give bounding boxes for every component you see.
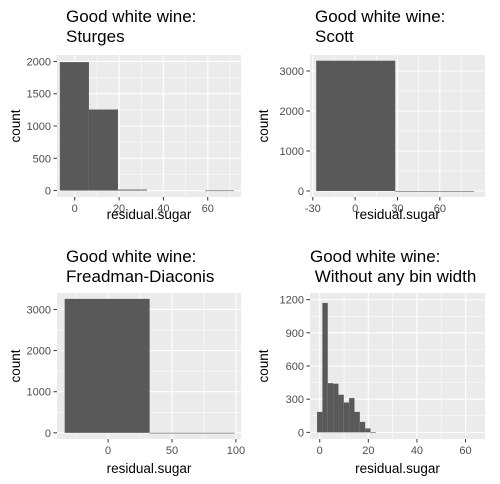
chart-4-y-axis-label: count [256,349,271,382]
chart-3-x-tick-label: 0 [105,445,111,457]
chart-1-y-tick-label: 2000 [27,56,51,68]
chart-1-y-tick-label: 0 [45,186,51,198]
chart-4-y-tick-label: 600 [286,361,304,373]
chart-4-bar-4 [333,383,339,433]
chart-4-bar-5 [338,394,344,433]
chart-1-bar-1 [59,62,89,191]
chart-3-y-axis-label: count [8,349,23,382]
chart-4-x-tick-label: 60 [459,445,471,457]
chart-1-title-line-2: Sturges [66,27,125,46]
chart-2-title-line-2: Scott [315,27,354,46]
chart-4-y-tick-label: 300 [286,394,304,406]
chart-1: 0 20 40 60 0 500 1000 1500 2000 Good white wine:S… [8,7,241,222]
chart-2-y-tick-label: 0 [298,186,304,198]
chart-2-x-tick-label: -30 [305,203,321,215]
chart-3-y-tick-label: 0 [45,428,51,440]
chart-1-x-tick-label: 20 [113,203,125,215]
chart-4-bar-10 [365,428,371,433]
chart-3-y-tick-label: 2000 [27,346,51,358]
chart-3-bar-2 [149,432,235,434]
chart-3-title-line-1: Good white wine: [66,247,196,266]
chart-4-bar-11 [370,432,376,433]
chart-2-x-tick-label: 30 [391,203,403,215]
chart-1-bar-2 [88,109,118,191]
chart-2-y-axis-label: count [256,109,271,142]
chart-2-y-tick-label: 2000 [280,106,304,118]
chart-4-bar-2 [322,302,328,433]
chart-3-title-line-2: Freadman-Diaconis [66,267,214,286]
chart-4-title-line-2: Without any bin width [310,267,476,286]
chart-4-bar-1 [317,411,323,433]
chart-3-bar-1 [64,298,150,433]
chart-1-bar-6 [205,190,235,192]
chart-1-y-tick-label: 1000 [27,121,51,133]
chart-2-x-tick-label: 0 [352,203,358,215]
chart-3-x-tick-label: 100 [227,445,245,457]
chart-4-y-tick-label: 0 [298,427,304,439]
chart-4-bar-9 [359,421,366,433]
chart-3-x-axis-label: residual.sugar [107,461,192,476]
chart-4-x-tick-label: 0 [317,445,323,457]
chart-1-x-tick-label: 40 [157,203,169,215]
chart-2-x-tick-label: 60 [434,203,446,215]
chart-2-y-tick-label: 3000 [280,66,304,78]
chart-4-bar-6 [343,402,350,433]
chart-4-bar-8 [354,411,360,433]
chart-2-y-tick-label: 1000 [280,146,304,158]
chart-3-y-tick-label: 3000 [27,304,51,316]
chart-2-x-axis-label: residual.sugar [355,207,440,222]
chart-4-bar-7 [349,398,355,433]
chart-4-y-tick-label: 1200 [280,295,304,307]
chart-1-x-tick-label: 60 [202,203,214,215]
chart-1-y-tick-label: 500 [33,153,51,165]
chart-4-title-line-1: Good white wine: [310,247,440,266]
chart-1-y-axis-label: count [8,109,23,142]
chart-4-x-tick-label: 20 [362,445,374,457]
chart-3-x-tick-label: 50 [166,445,178,457]
chart-4-bar-3 [327,383,334,433]
chart-1-y-tick-label: 1500 [27,89,51,101]
chart-1-x-axis-label: residual.sugar [107,207,192,222]
chart-4-y-tick-label: 900 [286,328,304,340]
chart-2-bar-1 [316,60,396,191]
chart-1-x-tick-label: 0 [72,203,78,215]
chart-4-x-axis-label: residual.sugar [355,461,440,476]
chart-3-y-tick-label: 1000 [27,387,51,399]
chart-1-title-line-1: Good white wine: [66,7,196,26]
chart-2-title-line-1: Good white wine: [315,7,445,26]
chart-1-bar-3 [117,189,148,191]
chart-2-bar-2 [395,190,475,192]
chart-4-x-tick-label: 40 [411,445,423,457]
